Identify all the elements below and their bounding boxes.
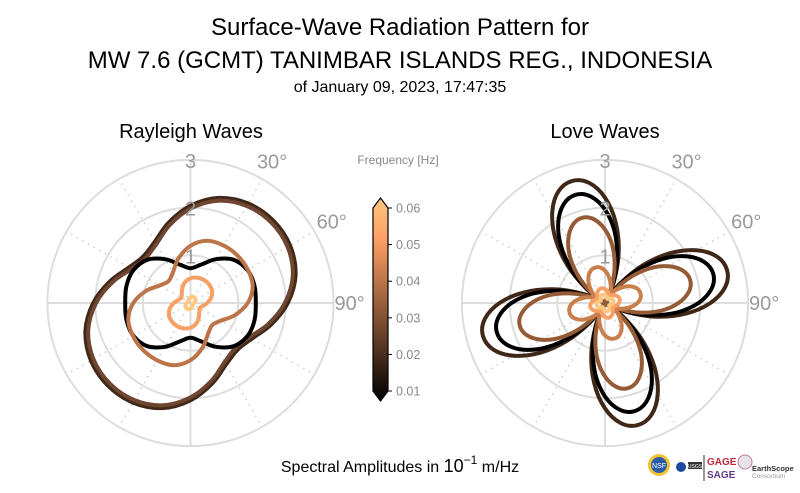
colorbar-tick-label: 0.01	[396, 385, 420, 399]
pattern-curve-0.03hz	[517, 215, 693, 391]
sponsor-logos: NSF USGS GAGE SAGE EarthScope Consortium	[648, 454, 794, 481]
grid-spoke	[480, 230, 606, 304]
pattern-curve-0.04hz	[126, 238, 255, 368]
grid-spoke	[604, 178, 678, 304]
grid-spoke	[66, 302, 191, 376]
grid-spoke	[604, 302, 730, 376]
grid-spoke	[189, 178, 263, 304]
pattern-curve-0.05hz	[166, 275, 215, 331]
angle-tick-label: 60°	[317, 211, 347, 233]
pattern-curve-0.02hz	[83, 195, 298, 411]
radial-tick-label: 3	[185, 151, 196, 173]
pattern-curve-0.03hz	[86, 198, 295, 408]
svg-text:USGS: USGS	[688, 464, 703, 470]
pattern-curve-0.06hz	[594, 292, 616, 314]
amplitude-label: Spectral Amplitudes in 10−1 m/Hz	[281, 453, 519, 476]
pattern-curve-0.06hz	[183, 294, 198, 312]
colorbar-tick-label: 0.04	[396, 275, 420, 289]
rayleigh-title: Rayleigh Waves	[119, 121, 263, 143]
colorbar-tick-label: 0.03	[396, 311, 420, 325]
title-line-1: Surface-Wave Radiation Pattern for	[211, 14, 589, 41]
angle-tick-label: 90°	[335, 293, 365, 315]
radial-tick-label: 2	[599, 199, 610, 221]
colorbar-tick-label: 0.05	[396, 238, 420, 252]
grid-spoke	[190, 230, 315, 304]
love-title: Love Waves	[550, 121, 659, 143]
love-polar-plot: 1 2 3 30° 60° 90°	[460, 151, 779, 448]
angle-tick-label: 60°	[731, 211, 761, 233]
nasa-logo	[676, 462, 686, 472]
gage-logo: GAGE	[707, 457, 737, 468]
title-line-3: of January 09, 2023, 17:47:35	[294, 79, 507, 96]
title-line-2: MW 7.6 (GCMT) TANIMBAR ISLANDS REG., IND…	[88, 47, 713, 74]
colorbar-tick-label: 0.06	[396, 202, 420, 216]
earthscope-logo-icon	[737, 454, 753, 470]
radial-tick-label: 1	[185, 246, 196, 268]
angle-tick-label: 90°	[749, 293, 779, 315]
usgs-logo: USGS	[688, 462, 703, 470]
consortium-logo: Consortium	[752, 473, 785, 480]
grid-spoke	[532, 302, 606, 428]
svg-text:NSF: NSF	[652, 463, 666, 470]
radial-tick-label: 1	[599, 246, 610, 268]
pattern-curve-0.05hz	[588, 286, 622, 320]
radial-tick-label: 3	[599, 151, 610, 173]
earthscope-logo: EarthScope	[752, 464, 794, 473]
angle-tick-label: 30°	[257, 152, 287, 174]
colorbar-gradient	[372, 197, 389, 402]
angle-tick-label: 30°	[671, 152, 701, 174]
rayleigh-polar-plot: 1 2 3 30° 60° 90°	[46, 151, 365, 448]
colorbar: Frequency [Hz] 0.01 0.02 0.03 0.04 0.05 0.06	[357, 153, 439, 402]
colorbar-tick-label: 0.02	[396, 348, 420, 362]
grid-spoke	[118, 302, 192, 428]
colorbar-label: Frequency [Hz]	[357, 153, 438, 167]
radial-tick-label: 2	[185, 199, 196, 221]
nsf-logo: NSF	[648, 454, 670, 476]
sage-logo: SAGE	[707, 470, 736, 481]
